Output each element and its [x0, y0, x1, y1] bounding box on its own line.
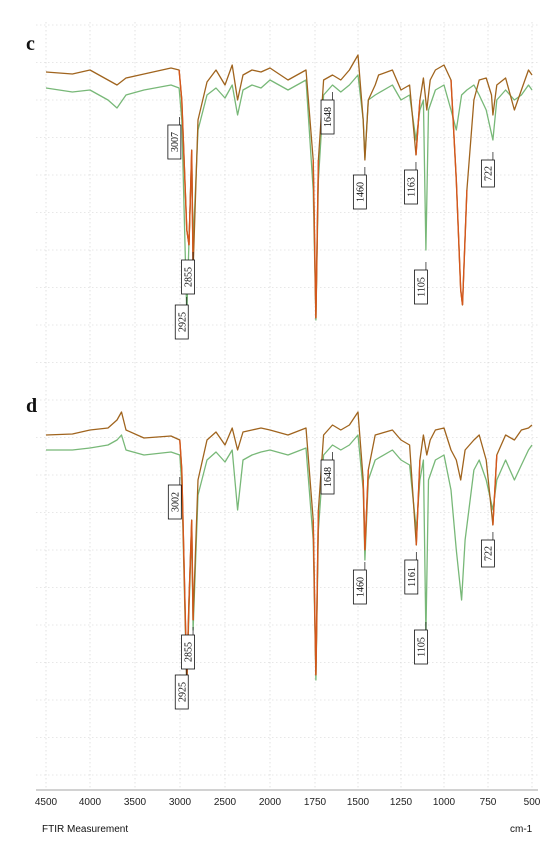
peak-annotation: 722 [481, 152, 495, 188]
x-axis-unit: cm-1 [510, 824, 533, 835]
annotation-label: 1648 [323, 107, 334, 127]
panel-c-green-spectrum [45, 74, 533, 321]
annotation-box [481, 159, 495, 188]
peak-annotation: 2855 [181, 252, 195, 295]
annotation-box [174, 304, 189, 340]
annotation-label: 1460 [355, 182, 366, 202]
annotation-label: 3007 [170, 132, 181, 152]
annotation-box [167, 484, 182, 520]
x-tick-label: 1250 [390, 797, 413, 808]
peak-annotation: 1460 [352, 562, 367, 605]
x-tick-label: 1750 [304, 797, 327, 808]
peak-annotation: 1161 [404, 552, 419, 595]
x-axis-ticks: 4500 4000 3500 3000 2500 2000 1750 1500 … [35, 797, 541, 808]
peak-annotation: 1648 [320, 452, 335, 495]
annotation-label: 2855 [184, 267, 195, 287]
annotation-label: 2855 [184, 642, 195, 662]
x-tick-label: 1500 [347, 797, 370, 808]
annotation-box [414, 629, 428, 665]
panel-c-orange-spectrum [312, 159, 320, 319]
panel-c-orange-spectrum [415, 99, 421, 156]
annotation-box [404, 559, 419, 595]
peak-annotation: 1648 [320, 92, 335, 135]
panel-d-letter: d [26, 395, 37, 417]
annotation-box [352, 174, 367, 210]
annotation-box [174, 674, 189, 710]
panel-d-orange-spectrum [415, 459, 421, 546]
peak-annotation: 3002 [167, 477, 182, 520]
annotation-label: 722 [483, 166, 494, 181]
annotation-box [181, 259, 195, 295]
panel-d-orange-spectrum [362, 469, 369, 551]
peak-annotation: 722 [481, 532, 495, 568]
annotation-label: 3002 [170, 492, 181, 512]
peak-annotation: 2855 [181, 627, 195, 670]
panel-c-brown-spectrum [45, 54, 533, 319]
peak-annotation: 1460 [352, 167, 367, 210]
panel-d-orange-spectrum [312, 509, 320, 676]
x-axis-title: FTIR Measurement [42, 824, 128, 835]
x-tick-label: 2000 [259, 797, 282, 808]
panel-c-letter: c [26, 33, 35, 55]
x-tick-label: 750 [480, 797, 497, 808]
annotation-box [320, 459, 335, 495]
x-tick-label: 1000 [433, 797, 456, 808]
x-tick-label: 4000 [79, 797, 102, 808]
annotation-box [181, 634, 195, 670]
series-layer [45, 54, 533, 691]
annotation-box [414, 269, 428, 305]
peak-annotation: 1105 [414, 262, 428, 305]
annotation-label: 1105 [416, 277, 427, 297]
annotation-label: 2925 [177, 312, 188, 332]
peak-annotation: 2925 [174, 297, 189, 340]
panel-c-orange-spectrum [178, 69, 194, 271]
panel-c-orange-spectrum [450, 79, 468, 306]
annotation-box [481, 539, 495, 568]
x-tick-label: 4500 [35, 797, 58, 808]
annotation-box [320, 99, 335, 135]
peak-annotation: 3007 [167, 117, 182, 160]
annotation-box [404, 169, 418, 205]
peak-annotation: 2925 [174, 667, 189, 710]
annotation-layer: 3007 2925 2855 1648 1460 1163 1105 722 3002 2925 2… [167, 92, 495, 710]
peak-annotation: 1105 [414, 622, 428, 665]
annotation-label: 2925 [177, 682, 188, 702]
annotation-label: 722 [483, 546, 494, 561]
x-tick-label: 500 [524, 797, 541, 808]
x-tick-label: 3000 [169, 797, 192, 808]
panel-d-brown-spectrum [45, 411, 533, 681]
grid-lines [36, 22, 538, 788]
annotation-box [352, 569, 367, 605]
annotation-label: 1163 [406, 177, 417, 197]
annotation-label: 1105 [416, 637, 427, 657]
x-tick-label: 2500 [214, 797, 237, 808]
peak-annotation: 1163 [404, 162, 418, 205]
x-tick-label: 3500 [124, 797, 147, 808]
annotation-label: 1161 [407, 567, 418, 587]
panel-d-orange-spectrum [492, 454, 498, 526]
annotation-box [167, 124, 182, 160]
annotation-label: 1460 [355, 577, 366, 597]
annotation-label: 1648 [323, 467, 334, 487]
